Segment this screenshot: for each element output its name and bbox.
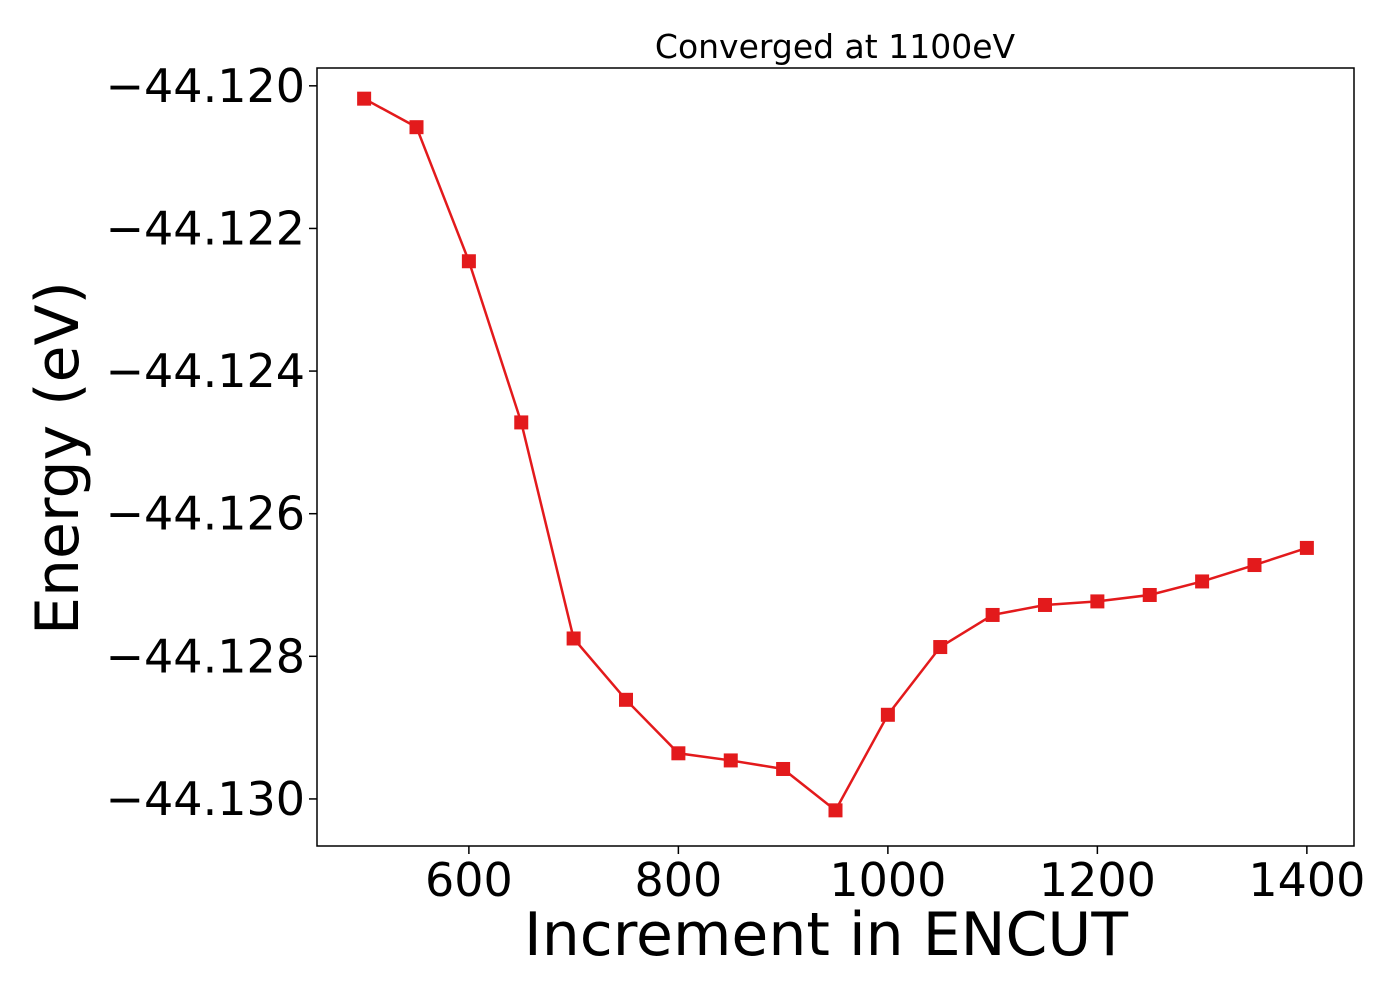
x-axis-label: Increment in ENCUT xyxy=(524,900,1128,970)
x-tick-label: 1000 xyxy=(829,853,946,907)
x-tick-label: 1200 xyxy=(1039,853,1156,907)
data-point-marker xyxy=(1037,597,1052,612)
series-layer xyxy=(357,91,1314,818)
data-point-marker xyxy=(409,120,424,135)
y-tick-label: −44.130 xyxy=(106,772,306,826)
x-axis: 600 800 1000 1200 1400 xyxy=(425,846,1365,907)
x-tick-label: 1400 xyxy=(1248,853,1365,907)
data-point-marker xyxy=(880,707,895,722)
data-point-marker xyxy=(985,607,1000,622)
data-point-marker xyxy=(1195,574,1210,589)
y-tick-label: −44.124 xyxy=(106,344,306,398)
data-point-marker xyxy=(671,746,686,761)
data-point-marker xyxy=(1247,558,1262,573)
chart-title: Converged at 1100eV xyxy=(655,27,1016,66)
data-point-marker xyxy=(828,803,843,818)
data-point-marker xyxy=(776,761,791,776)
data-point-marker xyxy=(461,254,476,269)
y-axis-label: Energy (eV) xyxy=(23,281,93,635)
data-point-marker xyxy=(933,640,948,655)
data-point-marker xyxy=(357,91,372,106)
data-point-marker xyxy=(1299,540,1314,555)
data-point-marker xyxy=(1142,587,1157,602)
plot-area-frame xyxy=(316,67,1355,847)
series-line xyxy=(363,97,1308,813)
x-tick-label: 800 xyxy=(634,853,722,907)
y-tick-label: −44.122 xyxy=(106,201,306,255)
data-point-marker xyxy=(619,692,634,707)
data-point-marker xyxy=(566,631,581,646)
x-tick-label: 600 xyxy=(425,853,513,907)
data-point-marker xyxy=(514,415,529,430)
y-axis: −44.120 −44.122 −44.124 −44.126 −44.128 −44.1… xyxy=(106,59,317,826)
data-point-marker xyxy=(723,753,738,768)
data-point-marker xyxy=(1090,594,1105,609)
y-tick-label: −44.126 xyxy=(106,487,306,541)
y-tick-label: −44.128 xyxy=(106,629,306,683)
y-tick-label: −44.120 xyxy=(106,59,306,113)
